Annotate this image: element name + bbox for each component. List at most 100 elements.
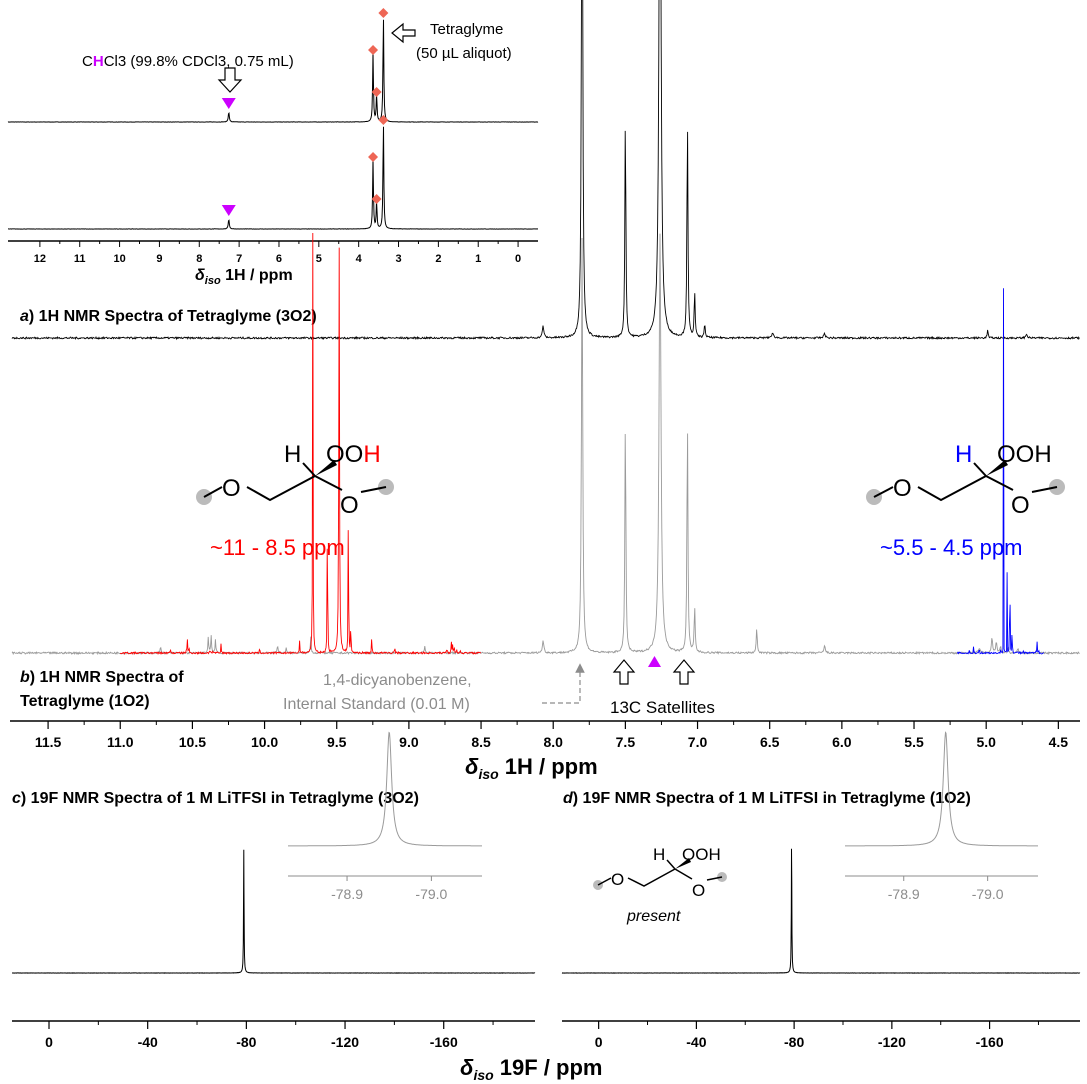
inset-ticks: 12 11 10 9 8 7 6 5 4 3 2 1 0 xyxy=(34,241,521,265)
main-tick-label: 9.0 xyxy=(399,734,419,750)
inset-tick-label: 8 xyxy=(196,253,202,265)
panel-ab: a) 1H NMR Spectra of Tetraglyme (3O2) O … xyxy=(10,0,1080,782)
panel-a-text: ) 1H NMR Spectra of Tetraglyme (3O2) xyxy=(29,308,317,325)
main-axis-title: δiso 1H / ppm xyxy=(465,754,598,782)
main-axis-rest: 1H / ppm xyxy=(499,754,598,779)
main-tick-label: 11.0 xyxy=(107,734,134,750)
chcl3-arrow-icon xyxy=(217,67,243,93)
range-blue-label: ~5.5 - 4.5 ppm xyxy=(880,535,1022,560)
f-tick-label: -160 xyxy=(976,1034,1004,1050)
main-tick-label: 5.5 xyxy=(904,734,924,750)
spectrum-c-trace xyxy=(12,849,536,974)
panel-a-letter: a xyxy=(20,308,29,325)
inset-trace-upper xyxy=(7,19,539,123)
tetraglyme-aliquot-label: (50 µL aliquot) xyxy=(416,45,512,62)
spectrum-b-trace xyxy=(11,233,1080,656)
panel-c-ticks: 0 -40 -80 -120 -160 xyxy=(45,1021,494,1050)
structure-right-hbond xyxy=(973,462,987,477)
structure-right-o1: O xyxy=(893,475,912,502)
inset-tick-label: 10 xyxy=(113,253,125,265)
f-inset-tick-label: -78.9 xyxy=(888,886,920,902)
f-tick-label: -80 xyxy=(784,1034,804,1050)
f-tick-label: -40 xyxy=(138,1034,158,1050)
main-tick-label: 6.0 xyxy=(832,734,852,750)
spectrum-b-blue-region xyxy=(956,288,1045,655)
standard-label-1: 1,4-dicyanobenzene, xyxy=(323,672,472,689)
chcl3-marker-icon xyxy=(648,656,661,667)
satellite-arrow-left-icon xyxy=(612,659,636,685)
structure-d-ooh: OOH xyxy=(682,845,721,864)
inset-tick-label: 7 xyxy=(236,253,242,265)
inset-axis-title: δiso 1H / ppm xyxy=(195,267,293,287)
structure-left-ooh: OOH xyxy=(326,441,381,468)
bottom-axis-rest: 19F / ppm xyxy=(494,1055,603,1080)
f-tick-label: -160 xyxy=(430,1034,458,1050)
f-tick-label: 0 xyxy=(595,1034,603,1050)
structure-d-o1: O xyxy=(611,870,624,889)
chcl3-c: C xyxy=(82,53,93,70)
panel-d-text: ) 19F NMR Spectra of 1 M LiTFSI in Tetra… xyxy=(573,790,971,807)
glyme-peak-marker-icon xyxy=(378,115,389,125)
glyme-peak-marker-icon xyxy=(368,152,379,162)
f-inset-tick-label: -79.0 xyxy=(972,886,1004,902)
inset-tick-label: 3 xyxy=(395,253,401,265)
chcl3-marker-icon xyxy=(221,98,236,109)
panel-b-title: b) 1H NMR Spectra of xyxy=(20,669,184,686)
f-tick-label: -120 xyxy=(878,1034,906,1050)
main-axis-ticks: 11.5 11.0 10.5 10.0 9.5 9.0 8.5 8.0 7.5 7.0 6.5 6.0… xyxy=(35,721,1068,750)
standard-arrow xyxy=(542,663,585,704)
structure-right-ooh: OOH xyxy=(997,441,1052,468)
structure-left-h: H xyxy=(284,441,301,468)
bottom-axis-sub: iso xyxy=(473,1067,494,1083)
bottom-axis-delta: δ xyxy=(460,1055,474,1080)
inset-markers xyxy=(221,8,389,216)
main-axis-sub: iso xyxy=(478,766,499,782)
panel-d-title: d) 19F NMR Spectra of 1 M LiTFSI in Tetr… xyxy=(563,790,971,807)
main-tick-label: 8.5 xyxy=(471,734,491,750)
panel-d-inset-ticks: -78.9 -79.0 xyxy=(888,876,1004,902)
f-inset-tick-label: -79.0 xyxy=(415,886,447,902)
main-tick-label: 7.0 xyxy=(688,734,708,750)
main-tick-label: 6.5 xyxy=(760,734,780,750)
bottom-axis-title: δiso 19F / ppm xyxy=(460,1055,602,1083)
chcl3-label: CHCl3 (99.8% CDCl3, 0.75 mL) xyxy=(82,53,294,70)
glyme-peak-marker-icon xyxy=(371,194,382,204)
inset-tick-label: 2 xyxy=(435,253,441,265)
structure-d-bonds xyxy=(597,868,723,887)
structure-left-ooh-h: H xyxy=(363,441,380,468)
main-tick-label: 11.5 xyxy=(35,734,62,750)
panel-c: c) 19F NMR Spectra of 1 M LiTFSI in Tetr… xyxy=(12,731,536,1050)
f-tick-label: -40 xyxy=(686,1034,706,1050)
inset-tick-label: 1 xyxy=(475,253,481,265)
panel-b-text-1: ) 1H NMR Spectra of xyxy=(30,669,184,686)
tetraglyme-label: Tetraglyme xyxy=(430,21,503,38)
structure-left-hbond xyxy=(302,462,316,477)
structure-d-present: present xyxy=(626,908,681,925)
f-tick-label: -80 xyxy=(236,1034,256,1050)
tetraglyme-arrow-icon xyxy=(391,22,416,44)
inset-tick-label: 4 xyxy=(356,253,363,265)
main-tick-label: 8.0 xyxy=(543,734,563,750)
structure-left-o2: O xyxy=(340,492,359,519)
main-tick-label: 5.0 xyxy=(976,734,996,750)
chcl3-h: H xyxy=(93,53,104,70)
inset-tick-label: 6 xyxy=(276,253,282,265)
satellite-arrow-right-icon xyxy=(672,659,696,685)
panel-d: d) 19F NMR Spectra of 1 M LiTFSI in Tetr… xyxy=(561,731,1081,1050)
structure-right-wedge xyxy=(986,460,1008,476)
standard-label-2: Internal Standard (0.01 M) xyxy=(283,696,470,713)
satellites-label: 13C Satellites xyxy=(610,698,715,717)
structure-right-o2: O xyxy=(1011,492,1030,519)
structure-left: O O H OOH ~11 - 8.5 ppm xyxy=(196,441,394,560)
main-tick-label: 10.5 xyxy=(179,734,206,750)
spectrum-d-inset-trace xyxy=(845,731,1038,847)
spectrum-d-trace xyxy=(561,848,1081,974)
spectrum-a-trace xyxy=(11,0,1080,341)
structure-left-bonds xyxy=(203,475,387,502)
main-tick-label: 9.5 xyxy=(327,734,347,750)
structure-left-o1: O xyxy=(222,475,241,502)
panel-d-ticks: 0 -40 -80 -120 -160 xyxy=(595,1021,1039,1050)
glyme-peak-marker-icon xyxy=(378,8,389,18)
structure-d-h: H xyxy=(653,845,665,864)
